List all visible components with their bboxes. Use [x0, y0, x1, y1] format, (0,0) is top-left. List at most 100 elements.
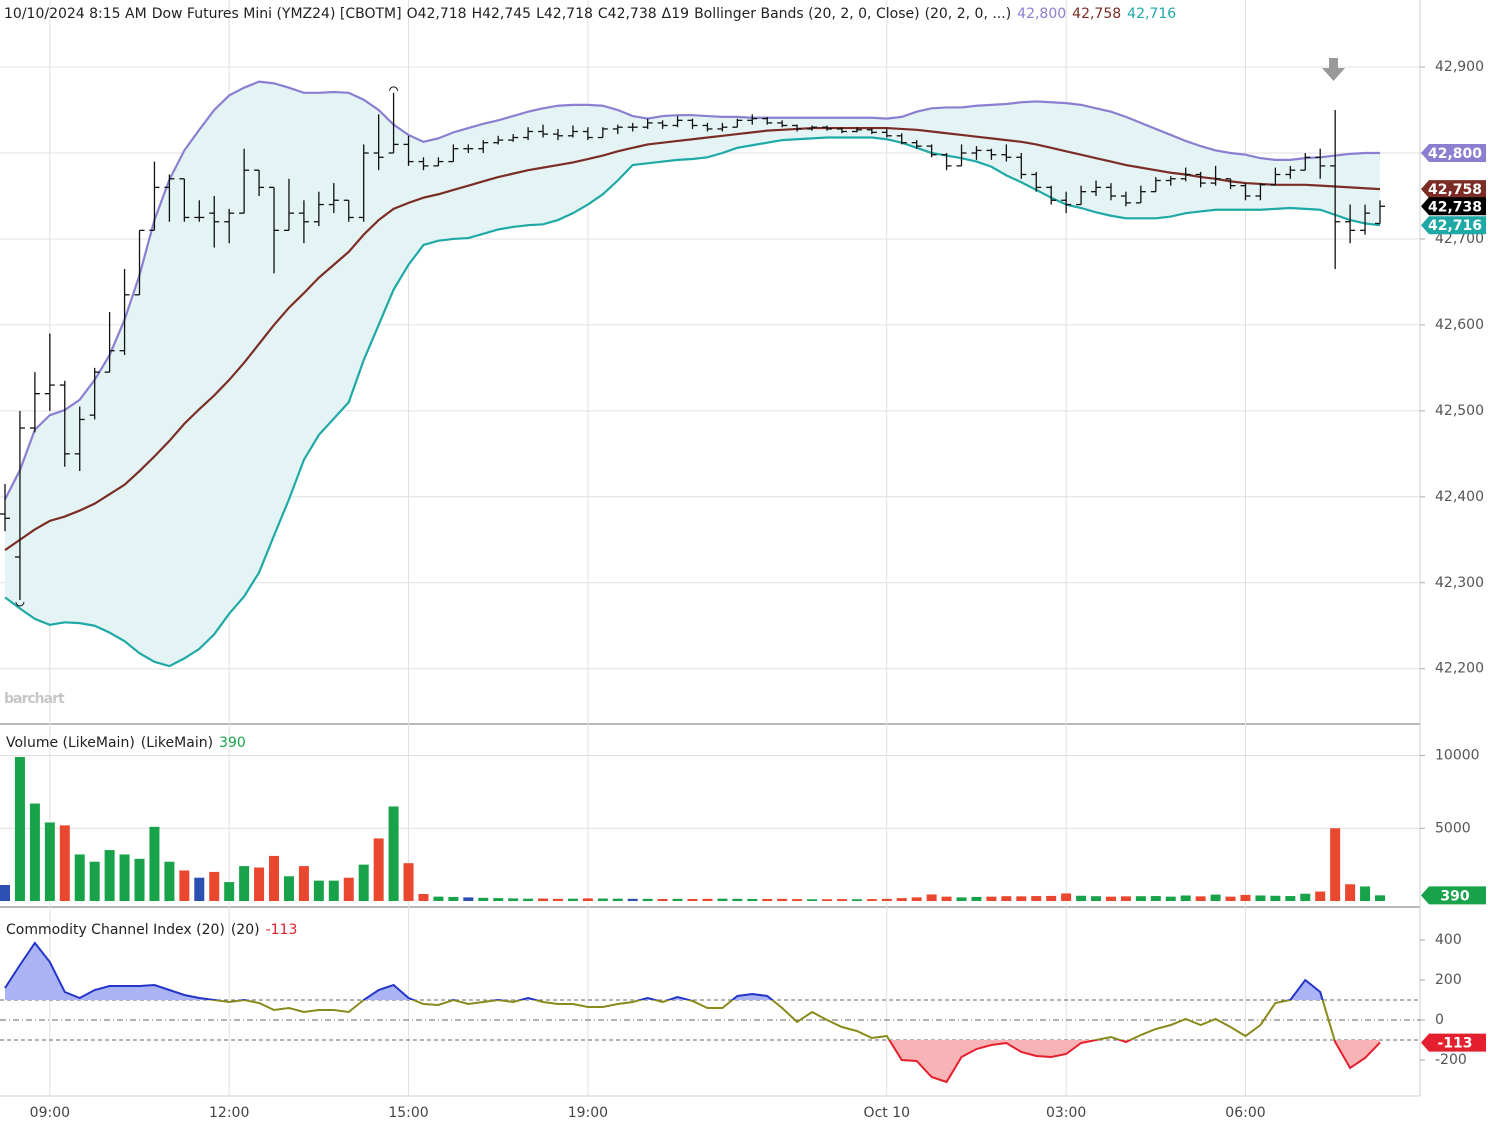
volume-bar	[1105, 896, 1116, 901]
volume-bar	[956, 897, 967, 901]
volume-bar	[1091, 896, 1102, 901]
y-tick-label: 400	[1435, 932, 1462, 948]
y-tick-label: 42,300	[1435, 575, 1484, 591]
volume-bar	[89, 861, 100, 901]
x-tick-label: Oct 10	[864, 1105, 910, 1121]
volume-bar	[373, 838, 384, 901]
x-tick-label: 03:00	[1046, 1105, 1086, 1121]
volume-bar	[657, 898, 668, 901]
volume-bar	[179, 870, 190, 901]
header-part: H42,745	[472, 6, 532, 22]
volume-bar	[29, 803, 40, 901]
volume-bar	[1285, 896, 1296, 901]
low-marker	[15, 601, 25, 607]
volume-bar	[269, 855, 280, 901]
cci-line	[206, 1000, 1336, 1040]
volume-bar	[1360, 886, 1371, 901]
volume-bar	[1210, 894, 1221, 901]
value-badge-label: 42,738	[1428, 199, 1482, 215]
volume-bar	[209, 871, 220, 901]
volume-bar	[388, 806, 399, 901]
volume-bar	[836, 899, 847, 901]
volume-bar	[313, 880, 324, 901]
title-part: Commodity Channel Index (20)	[6, 922, 225, 938]
y-tick-label: 42,200	[1435, 661, 1484, 677]
volume-bar	[971, 896, 982, 901]
value-badge	[1421, 143, 1486, 162]
volume-bar	[149, 826, 160, 901]
volume-bar	[851, 899, 862, 901]
volume-bar	[627, 898, 638, 901]
volume-bar	[597, 898, 608, 901]
volume-bar	[911, 897, 922, 901]
volume-bar	[478, 897, 489, 901]
volume-bar	[508, 898, 519, 901]
volume-bar	[239, 866, 250, 901]
volume-bar	[672, 898, 683, 901]
volume-bar	[358, 864, 369, 901]
cci-above-fill	[5, 943, 1380, 1000]
band-fill	[5, 81, 1380, 667]
volume-bar	[1046, 895, 1057, 901]
volume-bar	[896, 898, 907, 901]
volume-bar	[14, 757, 25, 901]
title-part: (20)	[231, 922, 260, 938]
volume-bar	[747, 898, 758, 901]
volume-bar	[1016, 896, 1027, 901]
band-line	[4, 136, 1381, 668]
header-part: O42,718	[407, 6, 467, 22]
title-part: (LikeMain)	[141, 735, 213, 751]
title-part: Volume (LikeMain)	[6, 735, 135, 751]
title-part: -113	[266, 922, 298, 938]
volume-bar	[732, 898, 743, 901]
volume-bar	[1300, 893, 1311, 901]
volume-bar	[807, 899, 818, 901]
volume-bar	[702, 898, 713, 901]
y-tick-label: 0	[1435, 1012, 1444, 1028]
volume-bar	[866, 899, 877, 901]
volume-bar	[792, 899, 803, 901]
band-line	[4, 126, 1381, 552]
value-badge-label: -113	[1437, 1036, 1472, 1052]
volume-bar	[1165, 896, 1176, 901]
value-badge	[1421, 180, 1486, 199]
volume-bar	[194, 877, 205, 901]
volume-bar	[1225, 896, 1236, 901]
value-badge	[1421, 216, 1486, 235]
volume-bar	[298, 866, 309, 901]
volume-bar	[1120, 896, 1131, 901]
volume-bar	[687, 898, 698, 901]
y-tick-label: 42,400	[1435, 489, 1484, 505]
x-tick-label: 12:00	[209, 1105, 249, 1121]
x-tick-label: 09:00	[30, 1105, 70, 1121]
volume-bar	[493, 898, 504, 901]
volume-bar	[104, 850, 115, 901]
y-tick-label: 42,700	[1435, 231, 1484, 247]
volume-bar	[762, 898, 773, 901]
y-tick-label: 42,900	[1435, 59, 1484, 75]
value-badge-label: 390	[1440, 888, 1469, 904]
cci-below-fill	[5, 1040, 1380, 1082]
volume-bar	[1240, 894, 1251, 901]
volume-bar	[343, 877, 354, 901]
volume-bar	[538, 898, 549, 901]
band-line	[4, 80, 1380, 500]
header-part: C42,738	[598, 6, 657, 22]
header-value: 42,716	[1127, 6, 1176, 22]
header-value: 42,800	[1017, 6, 1066, 22]
watermark: barchart	[4, 691, 65, 707]
value-badge	[1421, 1033, 1486, 1052]
volume-bar	[119, 854, 130, 901]
x-tick-label: 15:00	[388, 1105, 428, 1121]
volume-bar	[1315, 891, 1326, 901]
volume-bar	[1031, 896, 1042, 901]
signal-arrow	[1322, 68, 1345, 81]
volume-bar	[44, 822, 55, 901]
header-value: 42,758	[1072, 6, 1121, 22]
volume-bar	[941, 896, 952, 901]
volume-bar	[328, 880, 339, 901]
value-badge-label: 42,800	[1428, 146, 1482, 162]
signal-arrow	[1329, 58, 1338, 68]
volume-bar	[59, 825, 70, 901]
y-tick-label: -200	[1435, 1052, 1467, 1068]
